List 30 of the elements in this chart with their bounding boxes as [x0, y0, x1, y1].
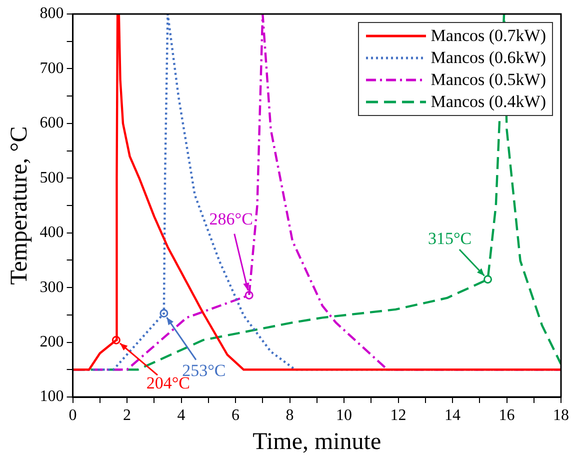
point [112, 336, 120, 344]
x-tick-label: 2 [123, 406, 132, 424]
legend-label: Mancos (0.5kW) [430, 69, 546, 91]
legend-label: Mancos (0.4kW) [430, 91, 546, 113]
y-tick-label: 300 [40, 278, 64, 296]
x-tick-label: 4 [177, 406, 186, 424]
y-tick-label: 800 [40, 5, 64, 22]
x-tick-label: 12 [390, 406, 406, 424]
legend-label: Mancos (0.6kW) [430, 47, 546, 69]
point [244, 290, 254, 300]
y-axis-title: Temperature, °C [6, 126, 33, 285]
x-axis-title: Time, minute [252, 428, 382, 455]
y-tick-label: 600 [40, 114, 64, 132]
y-tick-label: 700 [40, 60, 64, 77]
y-tick-label: 400 [40, 224, 64, 242]
y-tick-label: 200 [40, 333, 64, 350]
legend-label: Mancos (0.7kW) [430, 25, 546, 47]
x-tick-label: 10 [336, 406, 352, 424]
x-tick-label: 6 [232, 406, 240, 424]
y-tick-label: 100 [40, 388, 64, 406]
y-tick-label: 500 [40, 169, 64, 186]
point [160, 309, 168, 318]
x-tick-label: 0 [68, 406, 77, 424]
x-tick-label: 8 [286, 406, 294, 424]
annotation: 315°C [428, 228, 472, 248]
x-tick-label: 14 [444, 406, 461, 424]
x-tick-label: 18 [553, 406, 569, 424]
x-tick-label: 16 [498, 406, 515, 424]
annotation: 286°C [209, 210, 253, 229]
point [484, 275, 492, 284]
